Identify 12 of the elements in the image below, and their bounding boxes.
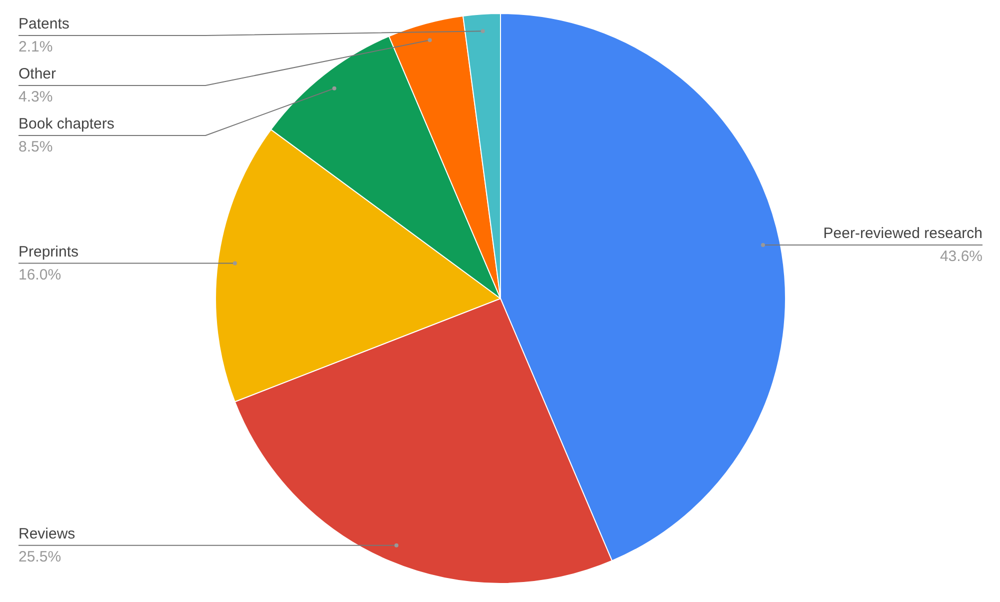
data-label: 25.5% [18,548,62,566]
data-label: 43.6% [940,248,983,265]
slice-label: Book chapters [18,116,114,132]
data-label: 2.1% [18,38,53,56]
slice-label: Reviews [18,525,76,542]
data-label: 16.0% [18,266,62,284]
data-label: 4.3% [18,88,53,106]
data-label: 8.5% [18,138,53,156]
slice-label: Other [18,66,56,82]
slice-label: Preprints [18,243,79,260]
slice-label: Patents [18,16,70,32]
slice-label: Peer-reviewed research [823,225,983,242]
